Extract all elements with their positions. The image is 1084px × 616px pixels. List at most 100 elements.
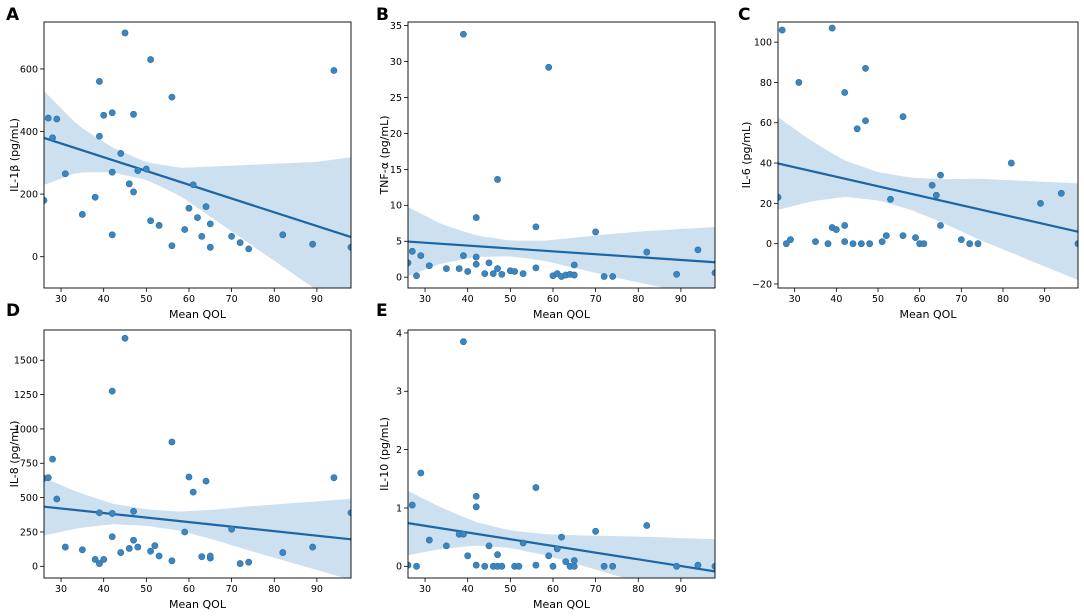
data-point-e-35 <box>643 522 651 529</box>
y-tick-label-b-6: 30 <box>390 57 402 68</box>
data-point-b-32 <box>592 228 600 236</box>
data-point-a-2 <box>49 134 56 142</box>
data-point-a-19 <box>142 165 150 173</box>
x-tick-label-c-50: 50 <box>872 294 884 305</box>
data-point-b-8 <box>460 252 467 260</box>
data-point-b-21 <box>519 270 527 278</box>
data-point-a-33 <box>228 232 236 240</box>
y-tick-label-a-0: 0 <box>32 252 38 263</box>
data-point-b-6 <box>455 265 463 272</box>
y-axis-label-c: IL-6 (pg/mL) <box>740 122 753 189</box>
x-tick-label-e-50: 50 <box>504 584 516 595</box>
data-point-b-37 <box>694 246 702 254</box>
regression-line-d <box>44 505 351 541</box>
data-point-c-32 <box>966 240 974 248</box>
y-tick-label-a-1: 200 <box>20 190 38 201</box>
data-point-c-2 <box>782 240 790 248</box>
data-point-a-27 <box>189 181 197 189</box>
data-point-d-11 <box>108 510 116 517</box>
data-point-c-33 <box>974 240 982 248</box>
panel-letter-e: E <box>376 301 388 321</box>
x-tick-label-d-30: 30 <box>55 584 67 595</box>
data-point-c-11 <box>841 222 849 229</box>
y-tick-label-b-4: 20 <box>390 129 402 140</box>
data-point-a-14 <box>121 29 129 37</box>
data-point-c-31 <box>957 236 965 244</box>
data-point-a-26 <box>185 204 193 212</box>
x-tick-label-e-60: 60 <box>547 584 559 595</box>
data-point-a-1 <box>44 114 52 122</box>
data-point-d-31 <box>228 525 236 533</box>
data-point-e-7 <box>460 338 467 346</box>
data-point-b-10 <box>472 214 480 221</box>
data-point-d-26 <box>189 488 197 496</box>
data-point-b-20 <box>511 268 518 275</box>
x-tick-label-c-60: 60 <box>914 294 926 305</box>
data-point-e-33 <box>600 562 608 570</box>
data-point-e-34 <box>609 562 617 570</box>
data-point-b-36 <box>673 270 681 278</box>
data-point-d-28 <box>202 477 210 485</box>
y-tick-label-d-5: 1250 <box>14 390 38 401</box>
data-point-e-31 <box>570 562 578 570</box>
data-point-a-28 <box>194 214 201 221</box>
data-point-d-9 <box>100 556 108 563</box>
y-tick-label-a-3: 600 <box>20 64 38 75</box>
data-point-d-8 <box>96 509 103 517</box>
data-point-b-34 <box>609 273 617 280</box>
y-tick-label-d-3: 750 <box>20 459 38 470</box>
data-point-b-14 <box>485 259 493 267</box>
data-point-b-30 <box>570 261 578 269</box>
x-tick-label-a-90: 90 <box>311 294 323 305</box>
y-tick-label-e-3: 3 <box>396 387 402 398</box>
y-tick-label-c-6: 100 <box>754 38 772 49</box>
x-tick-label-b-60: 60 <box>547 294 559 305</box>
data-point-e-32 <box>592 527 600 535</box>
data-point-b-11 <box>472 253 480 261</box>
x-tick-label-a-60: 60 <box>183 294 195 305</box>
data-point-e-16 <box>494 551 501 559</box>
confidence-band-d <box>44 477 351 578</box>
data-point-c-28 <box>932 191 940 199</box>
data-point-a-38 <box>330 67 338 74</box>
y-tick-label-c-2: 20 <box>760 199 772 210</box>
data-point-b-16 <box>494 176 501 183</box>
data-point-e-20 <box>515 562 523 570</box>
data-point-c-18 <box>866 240 874 248</box>
data-point-e-14 <box>485 542 493 550</box>
y-tick-label-c-4: 60 <box>760 118 772 129</box>
data-point-c-1 <box>778 26 786 34</box>
y-tick-label-a-2: 400 <box>20 127 38 138</box>
data-point-e-2 <box>413 562 420 570</box>
data-point-c-20 <box>882 232 890 240</box>
data-point-e-9 <box>464 552 472 560</box>
data-point-a-21 <box>147 217 154 225</box>
x-axis-label-c: Mean QOL <box>900 308 958 321</box>
regression-line-b <box>408 240 715 264</box>
data-point-c-15 <box>857 240 865 248</box>
y-axis-label-e: IL-10 (pg/mL) <box>378 417 391 491</box>
data-point-c-34 <box>1007 159 1015 167</box>
data-point-b-18 <box>498 270 506 278</box>
data-point-d-34 <box>279 549 287 556</box>
data-point-d-30 <box>206 552 214 560</box>
data-point-d-15 <box>125 545 133 552</box>
x-tick-label-e-30: 30 <box>419 584 431 595</box>
data-point-a-4 <box>61 170 69 178</box>
data-point-b-33 <box>600 273 608 280</box>
x-tick-label-c-80: 80 <box>997 294 1009 305</box>
y-axis-label-b: TNF-α (pg/mL) <box>378 115 391 195</box>
data-point-e-18 <box>498 562 506 570</box>
x-tick-label-b-50: 50 <box>504 294 516 305</box>
data-point-b-7 <box>460 30 467 38</box>
data-point-d-36 <box>330 474 338 482</box>
y-axis-label-d: IL-8 (pg/mL) <box>8 421 21 488</box>
data-point-c-21 <box>887 195 894 203</box>
data-point-b-17 <box>494 265 501 272</box>
y-tick-label-c-1: 0 <box>766 239 772 250</box>
x-tick-label-e-70: 70 <box>590 584 602 595</box>
y-tick-label-d-1: 250 <box>20 527 38 538</box>
data-point-e-30 <box>570 557 578 564</box>
data-point-d-5 <box>78 546 86 554</box>
